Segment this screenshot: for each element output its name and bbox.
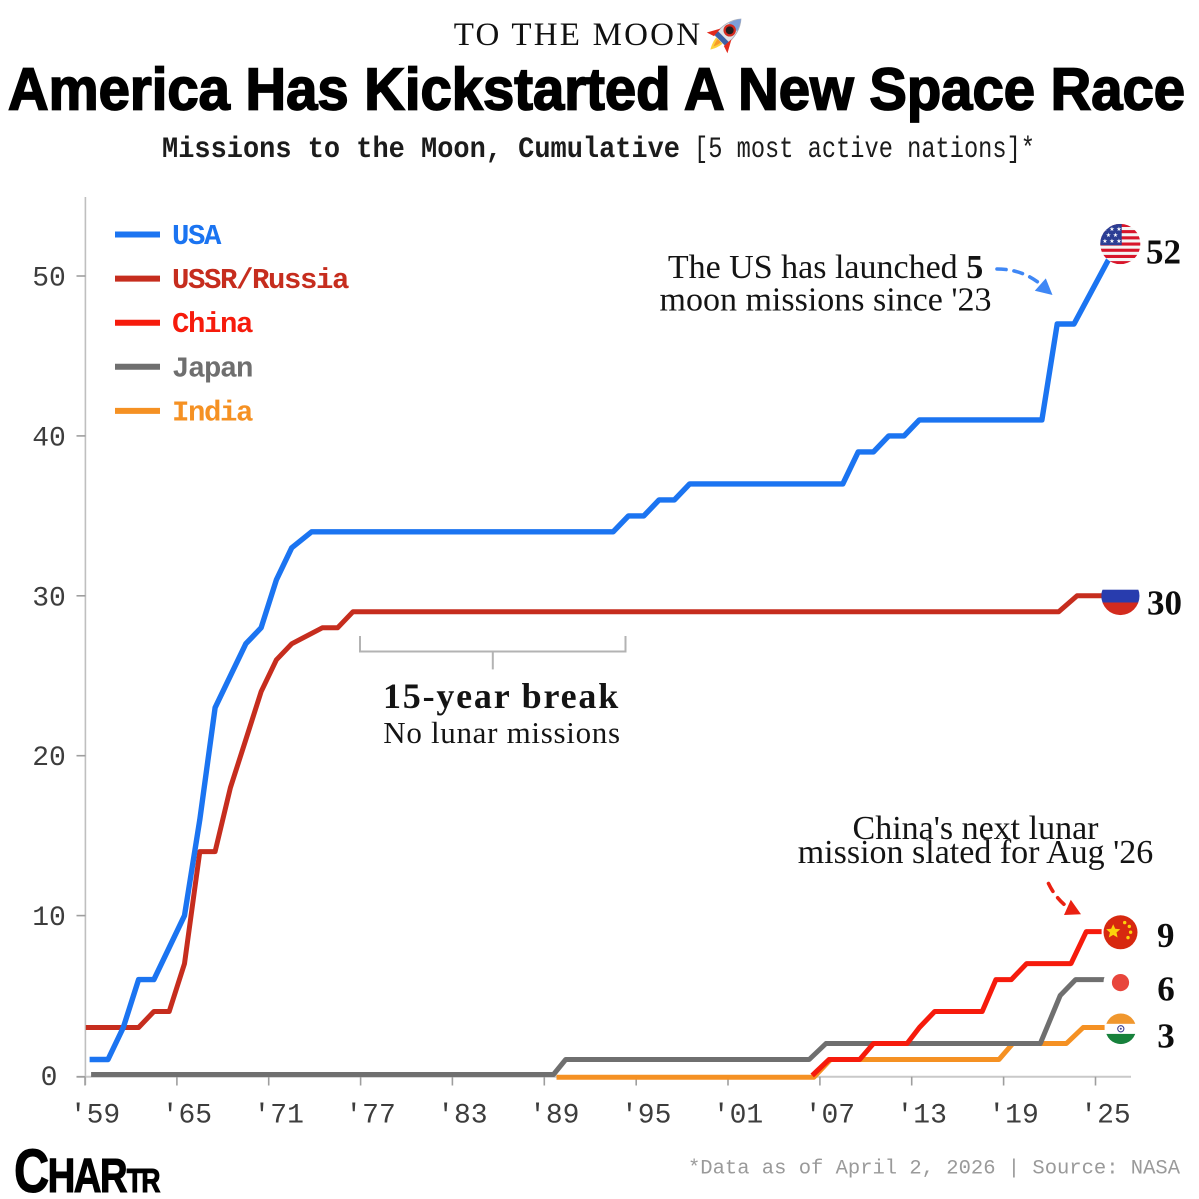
svg-text:'07: '07 bbox=[805, 1100, 855, 1131]
svg-text:'95: '95 bbox=[621, 1100, 671, 1131]
svg-text:★: ★ bbox=[1116, 238, 1121, 245]
svg-text:'25: '25 bbox=[1080, 1100, 1130, 1131]
svg-text:India: India bbox=[172, 396, 253, 429]
svg-text:'13: '13 bbox=[896, 1100, 946, 1131]
svg-text:HAR: HAR bbox=[48, 1150, 128, 1199]
svg-text:6: 6 bbox=[1157, 970, 1175, 1009]
svg-text:China: China bbox=[172, 308, 253, 341]
svg-text:*Data as of April 2, 2026 | So: *Data as of April 2, 2026 | Source: NASA bbox=[688, 1158, 1180, 1181]
svg-text:★: ★ bbox=[1109, 238, 1114, 245]
svg-text:Missions to the Moon, Cumulati: Missions to the Moon, Cumulative bbox=[162, 133, 680, 167]
svg-text:America Has Kickstarted A New: America Has Kickstarted A New Space Race bbox=[8, 57, 1185, 123]
svg-text:USSR/Russia: USSR/Russia bbox=[172, 264, 349, 297]
svg-text:'89: '89 bbox=[529, 1100, 579, 1131]
svg-text:3: 3 bbox=[1157, 1017, 1175, 1056]
svg-text:China's next lunar: China's next lunar bbox=[853, 810, 1100, 847]
svg-text:40: 40 bbox=[32, 423, 66, 454]
svg-text:9: 9 bbox=[1157, 916, 1175, 955]
svg-text:★: ★ bbox=[1113, 232, 1118, 239]
svg-text:[5 most active nations]*: [5 most active nations]* bbox=[694, 133, 1035, 167]
svg-text:'01: '01 bbox=[713, 1100, 763, 1131]
svg-text:'77: '77 bbox=[345, 1100, 395, 1131]
svg-text:'19: '19 bbox=[988, 1100, 1038, 1131]
svg-text:'65: '65 bbox=[162, 1100, 212, 1131]
svg-text:moon missions since '23: moon missions since '23 bbox=[660, 282, 992, 319]
svg-text:15-year break: 15-year break bbox=[383, 676, 620, 716]
svg-text:30: 30 bbox=[32, 583, 66, 614]
svg-text:10: 10 bbox=[32, 903, 66, 934]
svg-text:52: 52 bbox=[1146, 233, 1181, 272]
svg-text:'59: '59 bbox=[70, 1100, 120, 1131]
svg-text:★: ★ bbox=[1106, 232, 1111, 239]
svg-text:The US has launched 5: The US has launched 5 bbox=[668, 249, 983, 286]
svg-text:★: ★ bbox=[1109, 226, 1114, 233]
svg-text:Japan: Japan bbox=[172, 352, 252, 385]
svg-text:★: ★ bbox=[1102, 238, 1107, 245]
svg-text:★: ★ bbox=[1116, 226, 1121, 233]
svg-text:'71: '71 bbox=[253, 1100, 303, 1131]
svg-text:★: ★ bbox=[1102, 226, 1107, 233]
svg-text:50: 50 bbox=[32, 264, 66, 295]
svg-text:USA: USA bbox=[172, 220, 222, 253]
svg-text:TO THE MOON: TO THE MOON bbox=[454, 17, 702, 53]
svg-text:'83: '83 bbox=[437, 1100, 487, 1131]
svg-text:mission slated for Aug '26: mission slated for Aug '26 bbox=[798, 834, 1154, 871]
svg-text:C: C bbox=[14, 1137, 48, 1199]
svg-text:30: 30 bbox=[1147, 584, 1182, 623]
svg-text:TR: TR bbox=[127, 1163, 160, 1199]
svg-text:20: 20 bbox=[32, 743, 66, 774]
svg-text:No lunar missions: No lunar missions bbox=[383, 715, 621, 750]
svg-text:0: 0 bbox=[41, 1063, 58, 1094]
